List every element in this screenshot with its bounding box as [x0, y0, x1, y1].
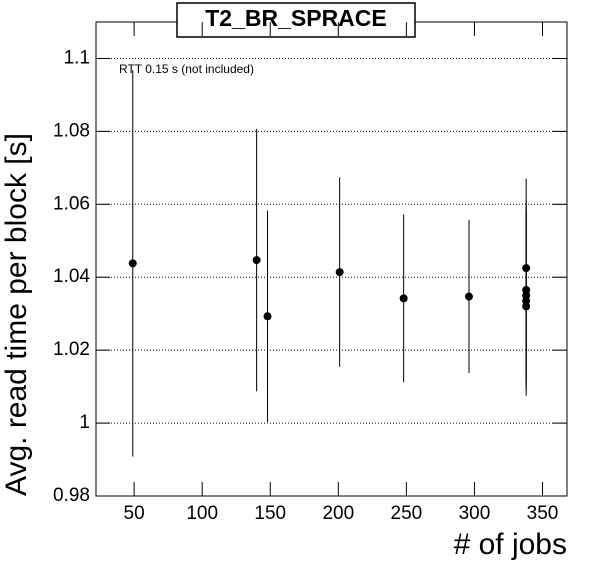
y-tick-label: 1.02 [53, 339, 90, 360]
x-tick-label: 100 [186, 503, 218, 524]
y-tick-label: 1.1 [64, 47, 90, 68]
y-tick-label: 1.08 [53, 120, 90, 141]
x-tick-label: 300 [459, 503, 491, 524]
chart-title: T2_BR_SPRACE [205, 5, 387, 31]
y-tick-label: 1.06 [53, 193, 90, 214]
title-box [176, 2, 416, 38]
data-point [252, 256, 261, 265]
x-axis-label: # of jobs [454, 528, 567, 561]
y-tick-label: 1.04 [53, 266, 90, 287]
x-tick-label: 350 [527, 503, 559, 524]
x-tick-label: 200 [322, 503, 354, 524]
data-point [335, 268, 344, 277]
x-tick-label: 150 [254, 503, 286, 524]
data-point [263, 312, 272, 321]
data-point [522, 302, 531, 311]
data-point [464, 292, 473, 301]
x-tick-label: 250 [391, 503, 423, 524]
x-tick-label: 50 [124, 503, 145, 524]
y-axis-label: Avg. read time per block [s] [0, 133, 33, 496]
annotation: RTT 0.15 s (not included) [119, 62, 254, 76]
data-point [128, 259, 137, 268]
data-point [399, 294, 408, 303]
y-tick-label: 0.98 [53, 485, 90, 506]
y-tick-label: 1 [79, 412, 90, 433]
